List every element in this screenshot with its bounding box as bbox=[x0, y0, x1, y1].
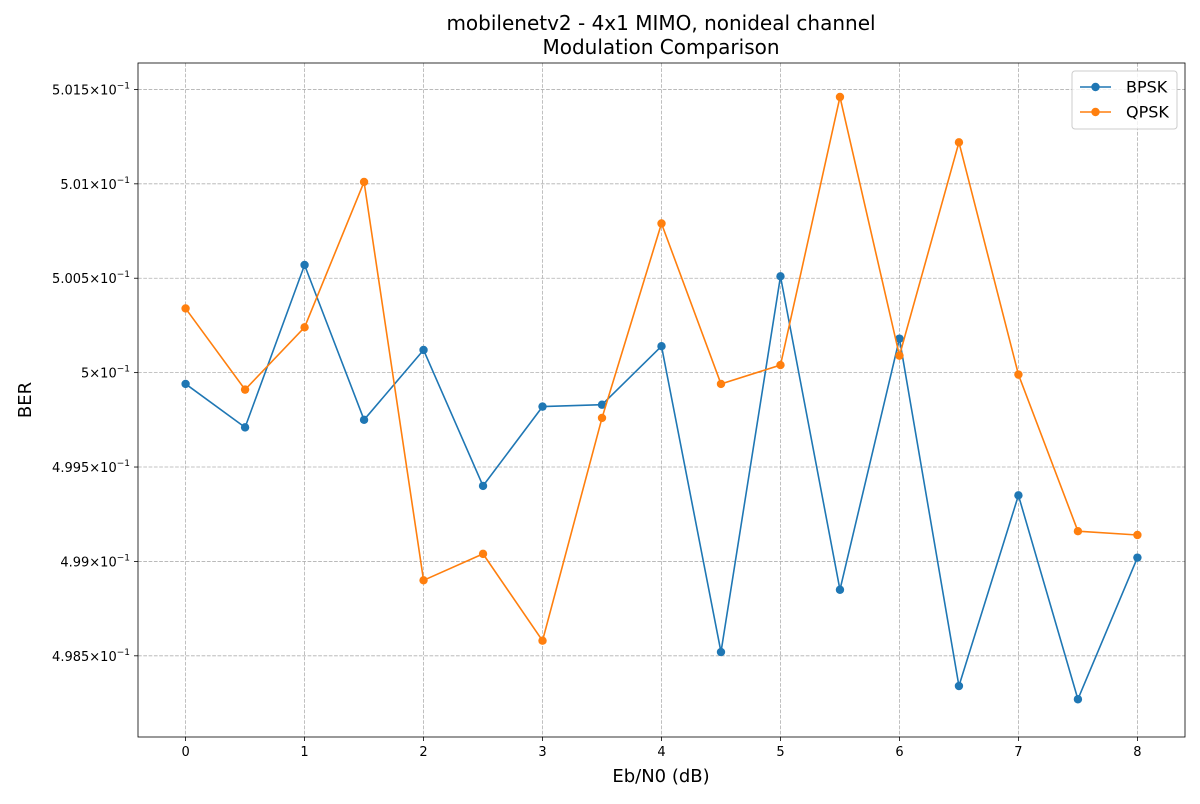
legend-marker bbox=[1091, 107, 1100, 117]
data-point bbox=[300, 323, 309, 332]
y-tick-base: 10 bbox=[100, 650, 117, 665]
data-point bbox=[657, 341, 666, 351]
series-layer bbox=[181, 92, 1142, 704]
y-tick-mantissa: 5.01 bbox=[60, 178, 89, 193]
y-tick-base: 10 bbox=[100, 555, 117, 570]
legend: BPSK QPSK bbox=[1071, 70, 1178, 130]
data-point bbox=[478, 549, 488, 559]
data-point bbox=[776, 272, 785, 281]
y-tick-times: × bbox=[89, 555, 100, 570]
y-tick-times: × bbox=[89, 83, 100, 98]
data-point bbox=[954, 681, 964, 691]
data-point bbox=[835, 92, 845, 102]
y-tick-times: × bbox=[89, 272, 100, 287]
y-tick-label: 5.015×10−1 bbox=[52, 81, 130, 98]
y-tick-label: 5×10−1 bbox=[81, 365, 130, 382]
x-tick-label: 3 bbox=[538, 745, 546, 760]
data-point bbox=[895, 351, 904, 360]
legend-entry-bpsk: BPSK bbox=[1080, 78, 1168, 97]
y-tick-label: 4.995×10−1 bbox=[52, 459, 130, 476]
y-tick-times: × bbox=[89, 461, 100, 476]
legend-label: BPSK bbox=[1126, 78, 1168, 97]
x-tick-label: 1 bbox=[300, 745, 308, 760]
data-point bbox=[240, 423, 250, 432]
data-point bbox=[300, 260, 309, 270]
y-tick-times: × bbox=[89, 367, 100, 382]
y-tick-exponent: −1 bbox=[117, 270, 130, 280]
data-point bbox=[835, 585, 845, 594]
series-bpsk bbox=[181, 260, 1142, 704]
x-tick-label: 8 bbox=[1133, 745, 1141, 760]
x-axis-label: Eb/N0 (dB) bbox=[612, 766, 709, 787]
legend-entry-qpsk: QPSK bbox=[1080, 103, 1169, 122]
y-tick-label: 5.01×10−1 bbox=[60, 176, 130, 193]
data-point bbox=[716, 379, 726, 389]
x-tick-label: 5 bbox=[776, 745, 784, 760]
data-point bbox=[1073, 527, 1083, 536]
y-tick-base: 10 bbox=[100, 461, 117, 476]
data-point bbox=[1073, 695, 1083, 704]
y-tick-base: 10 bbox=[100, 83, 117, 98]
data-point bbox=[716, 647, 726, 657]
chart-title: mobilenetv2 - 4x1 MIMO, nonideal channel bbox=[446, 11, 875, 35]
x-tick-label: 0 bbox=[181, 745, 189, 760]
y-tick-exponent: −1 bbox=[117, 648, 130, 658]
y-tick-label: 5.005×10−1 bbox=[52, 270, 130, 287]
data-point bbox=[538, 636, 547, 645]
y-tick-mantissa: 5.015 bbox=[52, 83, 89, 98]
data-point bbox=[359, 415, 369, 425]
data-point bbox=[895, 334, 904, 343]
data-point bbox=[657, 219, 666, 228]
legend-marker bbox=[1091, 82, 1100, 92]
x-tick-label: 6 bbox=[895, 745, 903, 760]
data-point bbox=[954, 138, 964, 147]
data-point bbox=[1014, 491, 1023, 500]
data-point bbox=[181, 379, 190, 389]
data-point bbox=[419, 345, 428, 355]
y-tick-base: 10 bbox=[100, 178, 117, 193]
y-tick-exponent: −1 bbox=[117, 81, 130, 91]
x-tick-label: 7 bbox=[1014, 745, 1022, 760]
data-point bbox=[597, 400, 607, 409]
y-tick-times: × bbox=[89, 178, 100, 193]
y-tick-exponent: −1 bbox=[117, 176, 130, 186]
series-qpsk bbox=[181, 92, 1142, 645]
y-tick-exponent: −1 bbox=[117, 553, 130, 563]
data-point bbox=[538, 402, 547, 411]
x-tick-label: 4 bbox=[657, 745, 665, 760]
y-tick-label: 4.985×10−1 bbox=[52, 648, 130, 665]
y-tick-exponent: −1 bbox=[117, 459, 130, 469]
y-tick-base: 10 bbox=[100, 367, 117, 382]
y-tick-mantissa: 5.005 bbox=[52, 272, 89, 287]
grid bbox=[138, 63, 1185, 737]
data-point bbox=[776, 360, 785, 370]
data-point bbox=[1133, 553, 1142, 562]
data-point bbox=[597, 413, 607, 423]
y-tick-mantissa: 4.985 bbox=[52, 650, 89, 665]
y-tick-base: 10 bbox=[100, 272, 117, 287]
y-tick-label: 4.99×10−1 bbox=[60, 553, 130, 570]
y-tick-mantissa: 5 bbox=[81, 367, 89, 382]
data-point bbox=[419, 576, 428, 585]
x-tick-label: 2 bbox=[419, 745, 427, 760]
y-axis-label: BER bbox=[15, 382, 36, 418]
data-point bbox=[1014, 370, 1023, 379]
data-point bbox=[1133, 530, 1142, 540]
y-tick-mantissa: 4.995 bbox=[52, 461, 89, 476]
data-point bbox=[359, 177, 369, 187]
y-tick-times: × bbox=[89, 650, 100, 665]
data-point bbox=[478, 481, 488, 491]
data-point bbox=[240, 385, 250, 394]
y-tick-exponent: −1 bbox=[117, 365, 130, 375]
y-tick-mantissa: 4.99 bbox=[60, 555, 89, 570]
legend-label: QPSK bbox=[1126, 103, 1169, 122]
axis-ticks: 0 1 2 3 4 5 6 7 84.985×10−14.99×10−14.995×10−15×… bbox=[52, 81, 1142, 760]
chart-subtitle: Modulation Comparison bbox=[542, 35, 779, 59]
data-point bbox=[181, 304, 190, 313]
